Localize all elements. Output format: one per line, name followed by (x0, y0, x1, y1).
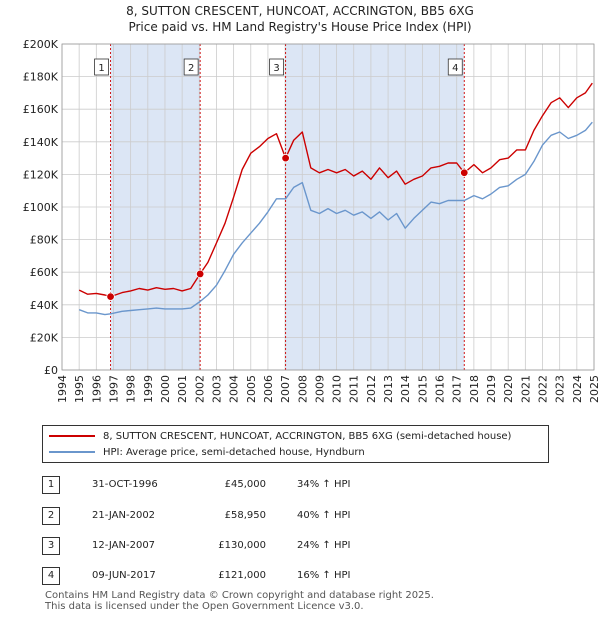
sale-row: 3 12-JAN-2007 £130,000 24% ↑ HPI (42, 537, 562, 557)
x-tick-label: 2018 (468, 375, 481, 403)
y-tick-label: £0 (44, 364, 58, 377)
x-tick-label: 2008 (296, 375, 309, 403)
x-tick-label: 2014 (399, 375, 412, 403)
price-chart: 1 2 3 4 £0 £20K £40K £60K £80K £100K £120K £140K £16… (23, 38, 600, 403)
sale-date: 21-JAN-2002 (92, 510, 156, 521)
x-tick-label: 1997 (107, 375, 120, 403)
x-tick-label: 1994 (56, 375, 69, 403)
sale-label-box (447, 58, 463, 76)
y-tick-label: £20K (30, 331, 59, 344)
sale-hpi-change: 34% ↑ HPI (297, 479, 351, 490)
sale-label-text: 1 (98, 63, 104, 74)
y-tick-label: £120K (23, 168, 59, 181)
footer-attribution: Contains HM Land Registry data © Crown c… (45, 590, 434, 612)
x-tick-label: 2009 (313, 375, 326, 403)
sale-price: £58,950 (224, 510, 266, 521)
x-tick-label: 2010 (331, 375, 344, 403)
x-tick-label: 2000 (159, 375, 172, 403)
sale-row: 2 21-JAN-2002 £58,950 40% ↑ HPI (42, 507, 562, 527)
legend-item-property: 8, SUTTON CRESCENT, HUNCOAT, ACCRINGTON,… (49, 428, 511, 444)
x-tick-label: 2006 (262, 375, 275, 403)
legend-swatch-hpi (49, 451, 95, 453)
legend-label-hpi: HPI: Average price, semi-detached house,… (103, 446, 365, 458)
x-tick-label: 2017 (451, 375, 464, 403)
sale-price: £121,000 (218, 570, 266, 581)
x-tick-label: 2016 (434, 375, 447, 403)
sale-date: 31-OCT-1996 (92, 479, 158, 490)
footer-copyright: Contains HM Land Registry data © Crown c… (45, 590, 434, 601)
x-tick-label: 1996 (90, 375, 103, 403)
sale-hpi-change: 16% ↑ HPI (297, 570, 351, 581)
x-tick-label: 2021 (519, 375, 532, 403)
chart-title-line1: 8, SUTTON CRESCENT, HUNCOAT, ACCRINGTON,… (126, 4, 474, 18)
sale-label-box (183, 58, 199, 76)
sale-point (281, 153, 290, 163)
sale-label-text: 2 (188, 63, 194, 74)
sale-hpi-change: 40% ↑ HPI (297, 510, 351, 521)
sale-number-badge: 1 (42, 476, 60, 494)
x-tick-label: 2025 (588, 375, 600, 403)
y-tick-label: £40K (30, 299, 59, 312)
x-tick-label: 2012 (365, 375, 378, 403)
x-tick-label: 1995 (73, 375, 86, 403)
x-tick-label: 2001 (176, 375, 189, 403)
sale-point (195, 269, 205, 279)
y-tick-label: £100K (23, 201, 59, 214)
x-tick-label: 2007 (279, 375, 292, 403)
sale-number-badge: 2 (42, 507, 60, 525)
x-tick-label: 2023 (554, 375, 567, 403)
plot-border (61, 43, 595, 371)
x-tick-label: 2003 (210, 375, 223, 403)
y-tick-label: £60K (30, 266, 59, 279)
chart-legend: 8, SUTTON CRESCENT, HUNCOAT, ACCRINGTON,… (42, 425, 549, 463)
x-tick-label: 2019 (485, 375, 498, 403)
sale-date: 09-JUN-2017 (92, 570, 156, 581)
sale-label-text: 4 (452, 63, 458, 74)
y-tick-label: £180K (23, 71, 59, 84)
y-tick-label: £140K (23, 136, 59, 149)
x-tick-label: 2013 (382, 375, 395, 403)
x-tick-label: 2022 (537, 375, 550, 403)
x-tick-label: 2011 (348, 375, 361, 403)
legend-swatch-property (49, 435, 95, 437)
sale-hpi-change: 24% ↑ HPI (297, 540, 351, 551)
sale-date: 12-JAN-2007 (92, 540, 156, 551)
sale-label-box (94, 58, 109, 76)
hpi-line (78, 121, 593, 316)
y-tick-label: £200K (23, 38, 59, 51)
chart-title-line2: Price paid vs. HM Land Registry's House … (128, 20, 472, 34)
sale-number-badge: 4 (42, 567, 60, 585)
legend-item-hpi: HPI: Average price, semi-detached house,… (49, 444, 365, 460)
sale-point (106, 292, 115, 301)
sale-price: £130,000 (218, 540, 266, 551)
x-tick-label: 2004 (228, 375, 241, 403)
sale-row: 1 31-OCT-1996 £45,000 34% ↑ HPI (42, 476, 562, 496)
sale-number-badge: 3 (42, 537, 60, 555)
x-tick-label: 1999 (142, 375, 155, 403)
y-tick-label: £80K (30, 234, 59, 247)
x-tick-label: 2002 (193, 375, 206, 403)
x-tick-label: 2005 (245, 375, 258, 403)
sale-label-text: 3 (273, 63, 279, 74)
x-tick-label: 2020 (502, 375, 515, 403)
x-tick-label: 2015 (416, 375, 429, 403)
legend-label-property: 8, SUTTON CRESCENT, HUNCOAT, ACCRINGTON,… (103, 430, 512, 442)
x-tick-label: 1998 (125, 375, 138, 403)
sale-point (460, 168, 469, 177)
sale-row: 4 09-JUN-2017 £121,000 16% ↑ HPI (42, 567, 562, 587)
y-tick-label: £160K (23, 103, 59, 116)
x-tick-label: 2024 (571, 375, 584, 403)
property-price-line (78, 82, 593, 298)
sale-label-box (269, 58, 285, 76)
sale-price: £45,000 (224, 479, 266, 490)
footer-licence: This data is licensed under the Open Gov… (45, 601, 364, 612)
